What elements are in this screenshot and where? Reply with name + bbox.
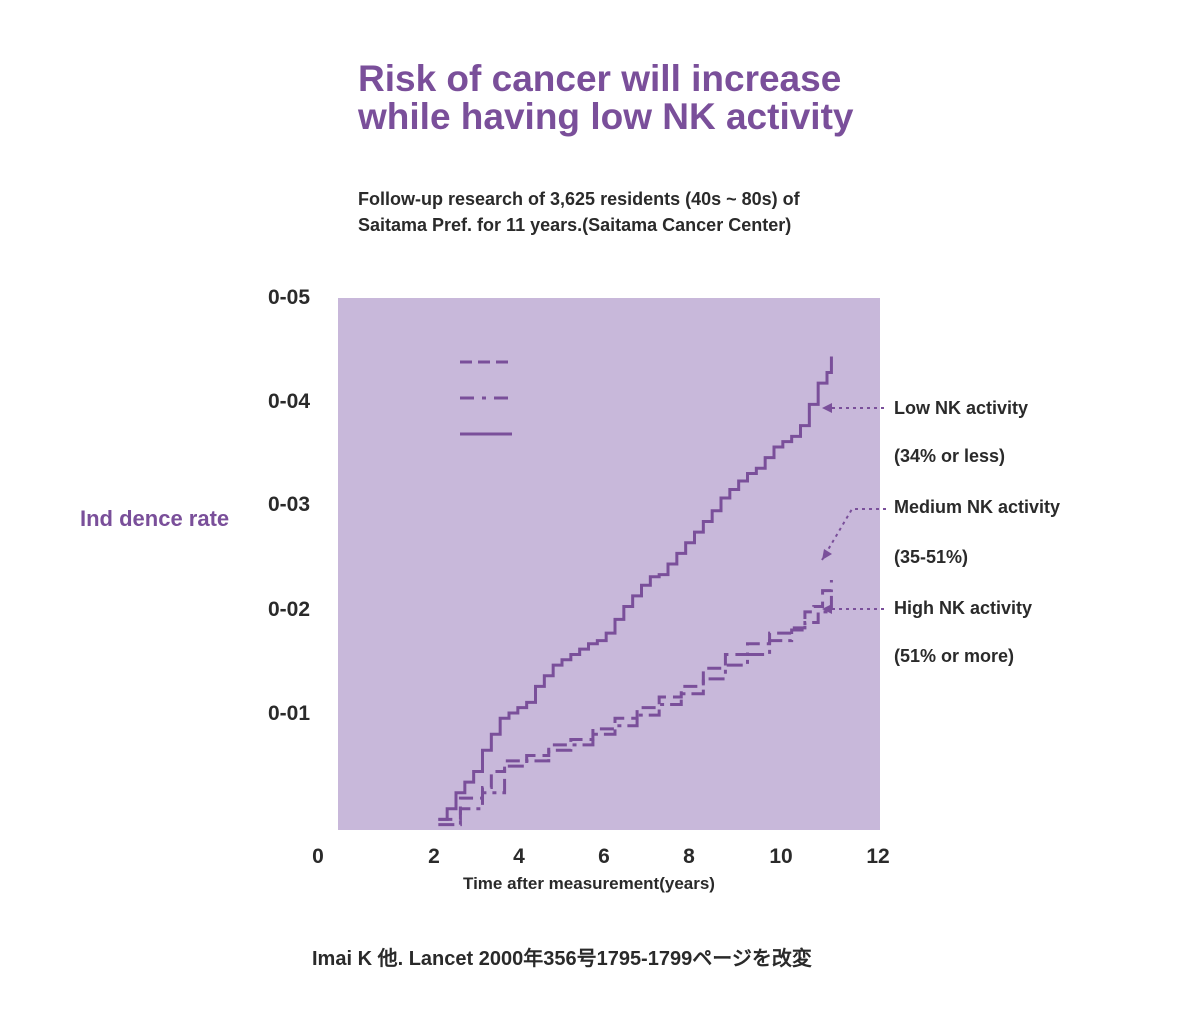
callout-arrow-head: [822, 604, 832, 614]
chart-title-line-2: while having low NK activity: [358, 96, 854, 137]
series-line-high-nk-activity: [438, 595, 833, 827]
x-tick-label: 12: [866, 845, 890, 868]
chart-subtitle-line-2: Saitama Pref. for 11 years.(Saitama Canc…: [358, 215, 792, 235]
callout-low-detail: (34% or less): [894, 446, 1006, 466]
y-tick-label: 0-02: [268, 598, 311, 621]
x-tick-label: 2: [428, 845, 440, 868]
x-tick-label: 10: [769, 845, 793, 868]
y-tick-label: 0-01: [268, 702, 311, 725]
callout-low-label: Low NK activity: [894, 398, 1029, 418]
y-tick-label: 0-04: [268, 390, 311, 413]
y-tick-label: 0-03: [268, 493, 311, 516]
chart-subtitle: Follow-up research of 3,625 residents (4…: [358, 186, 958, 238]
x-tick-label: 8: [683, 845, 695, 868]
source-citation: Imai K 他. Lancet 2000年356号1795-1799ページを改…: [312, 948, 812, 970]
y-tick-label: 0-05: [268, 286, 311, 309]
x-tick-label: 4: [513, 845, 525, 868]
chart-title: Risk of cancer will increase while havin…: [358, 60, 918, 136]
y-axis-label: Ind dence rate: [80, 506, 230, 531]
chart-title-line-1: Risk of cancer will increase: [358, 58, 842, 99]
x-tick-label: 6: [598, 845, 610, 868]
chart-subtitle-line-1: Follow-up research of 3,625 residents (4…: [358, 189, 800, 209]
plot-background: [338, 298, 880, 830]
callout-arrow-head: [822, 403, 832, 413]
callout-high-label: High NK activity: [894, 598, 1033, 618]
callout-medium-label: Medium NK activity: [894, 497, 1061, 517]
series-line-low-nk-activity: [438, 356, 833, 821]
x-axis-label: Time after measurement(years): [463, 874, 715, 893]
callout-medium-detail: (35-51%): [894, 547, 969, 567]
callout-high-detail: (51% or more): [894, 646, 1015, 666]
x-tick-label: 0: [312, 845, 324, 868]
callout-arrow-head: [822, 549, 832, 560]
